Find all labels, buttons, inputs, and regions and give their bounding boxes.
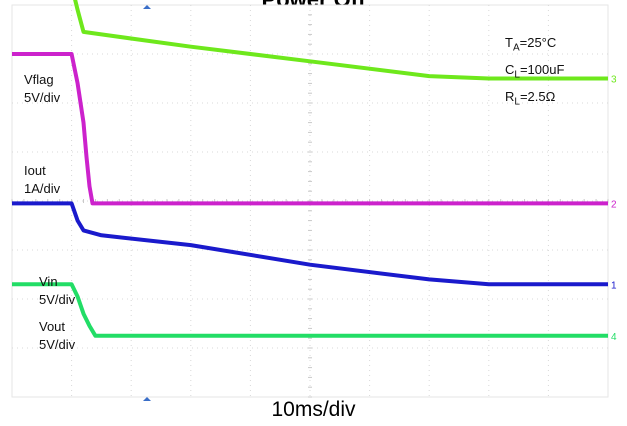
vin-name: Vin bbox=[39, 274, 58, 289]
channel-marker-iout: 2 bbox=[611, 199, 617, 210]
condition-cl: CL=100uF bbox=[505, 62, 565, 81]
iout-name: Iout bbox=[24, 163, 46, 178]
condition-rl: RL=2.5Ω bbox=[505, 89, 556, 108]
vout-label: Vout 5V/div bbox=[39, 318, 75, 354]
trace-vout bbox=[12, 282, 608, 338]
iout-label: Iout 1A/div bbox=[24, 162, 60, 198]
trace-vflag bbox=[73, 0, 608, 81]
vout-scale: 5V/div bbox=[39, 337, 76, 352]
vout-name: Vout bbox=[39, 319, 66, 334]
channel-marker-vin: 1 bbox=[611, 280, 617, 291]
traces bbox=[12, 0, 608, 338]
channel-marker-vflag: 3 bbox=[611, 75, 617, 86]
vflag-name: Vflag bbox=[24, 72, 54, 87]
trace-markers: 3 2 1 4 bbox=[611, 75, 617, 343]
vin-scale: 5V/div bbox=[39, 292, 76, 307]
vflag-scale: 5V/div bbox=[24, 90, 61, 105]
trigger-marker-bottom bbox=[143, 397, 151, 401]
condition-ta: TA=25°C bbox=[505, 35, 557, 54]
vflag-label: Vflag 5V/div bbox=[24, 71, 60, 107]
trace-iout bbox=[12, 52, 608, 206]
trigger-marker-top bbox=[143, 5, 151, 9]
vin-label: Vin 5V/div bbox=[39, 273, 75, 309]
channel-marker-vout: 4 bbox=[611, 332, 617, 343]
iout-scale: 1A/div bbox=[24, 181, 61, 196]
trace-vin bbox=[12, 201, 608, 287]
x-axis-label: 10ms/div bbox=[271, 398, 356, 421]
